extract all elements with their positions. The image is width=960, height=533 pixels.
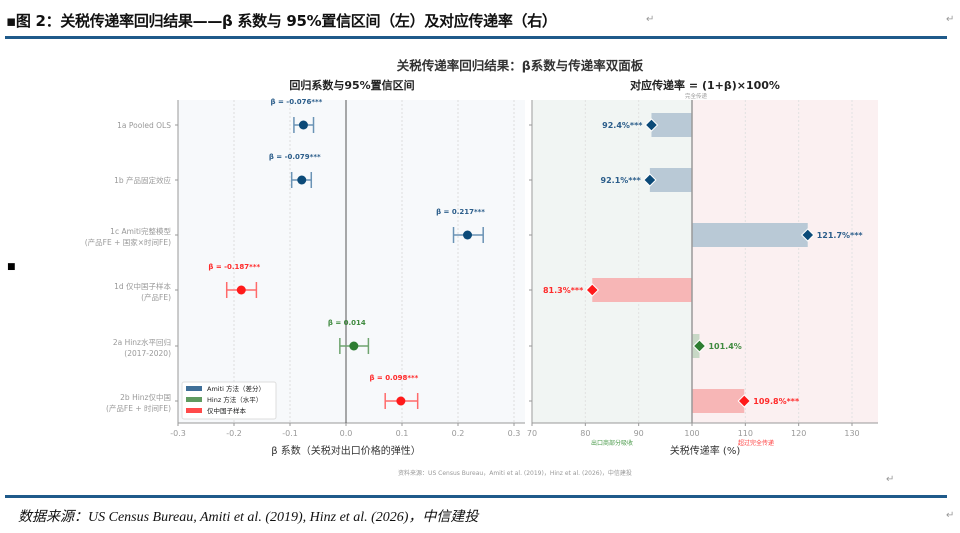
diamond-marker <box>737 394 751 408</box>
x-tick-label: 0.0 <box>340 429 353 438</box>
category-label: 2a Hinz水平回归 <box>113 337 171 347</box>
diamond-marker <box>585 283 599 297</box>
beta-point <box>396 396 406 406</box>
diamond-marker <box>801 228 815 242</box>
left-panel-title: 回归系数与95%置信区间 <box>289 78 414 92</box>
pass-through-label: 121.7%*** <box>817 231 864 240</box>
beta-point <box>298 120 308 130</box>
legend-label: Amiti 方法（差分） <box>207 384 265 393</box>
header-divider <box>5 36 947 39</box>
paragraph-mark-icon: ↵ <box>646 14 655 25</box>
left-plot-background <box>178 100 525 423</box>
beta-point <box>236 285 246 295</box>
category-label: 2b Hinz仅中国 <box>120 392 171 402</box>
pass-through-label: 109.8%*** <box>753 397 800 406</box>
full-pass-through-label: 完全传递 <box>685 92 708 100</box>
category-label: (产品FE + 国家×时间FE) <box>85 237 171 247</box>
legend-swatch <box>186 408 202 413</box>
beta-label: β = -0.076*** <box>271 98 323 106</box>
right-panel: 70 80 90 100 110 120 130 92.4%*** 92.1%*** 121.7%… <box>527 92 878 447</box>
beta-label: β = 0.217*** <box>436 208 485 216</box>
category-label: 1c Amiti完整模型 <box>110 226 171 236</box>
x-tick-label: 80 <box>580 429 590 438</box>
partial-absorption-region <box>532 100 692 423</box>
legend-swatch <box>186 386 202 391</box>
legend-label: 仅中国子样本 <box>207 406 247 415</box>
pass-through-label: 92.1%*** <box>601 176 642 185</box>
left-x-axis-label: β 系数（关税对出口价格的弹性） <box>271 444 421 457</box>
legend-box <box>181 381 277 420</box>
x-tick-label: 120 <box>791 429 806 438</box>
beta-point <box>463 230 473 240</box>
beta-label: β = -0.187*** <box>208 263 260 271</box>
pass-through-bar <box>692 389 745 413</box>
x-tick-label: 130 <box>844 429 859 438</box>
paragraph-mark-icon: ↵ <box>946 510 955 521</box>
category-label: 1b 产品固定效应 <box>114 175 171 185</box>
right-panel-title: 对应传递率 = (1+β)×100% <box>630 78 780 92</box>
beta-point <box>349 341 359 351</box>
x-tick-label: 100 <box>684 429 699 438</box>
pass-through-label: 81.3%*** <box>543 286 584 295</box>
x-tick-label: -0.3 <box>170 429 186 438</box>
chart-source-note: 资料来源：US Census Bureau，Amiti et al. (2019… <box>398 469 632 477</box>
category-label: (产品FE) <box>141 292 171 302</box>
x-tick-label: 110 <box>738 429 753 438</box>
legend-label: Hinz 方法（水平） <box>207 395 262 404</box>
chart-suptitle: 关税传递率回归结果：β系数与传递率双面板 <box>397 58 644 73</box>
x-tick-label: 0.3 <box>508 429 521 438</box>
x-tick-label: 70 <box>527 429 537 438</box>
pass-through-label: 101.4% <box>708 342 741 351</box>
category-label: (2017-2020) <box>124 349 171 358</box>
footer-divider <box>5 495 947 498</box>
category-label: 1d 仅中国子样本 <box>114 281 171 291</box>
legend: Amiti 方法（差分） Hinz 方法（水平） 仅中国子样本 <box>181 381 277 420</box>
pass-through-bar <box>649 168 692 192</box>
bullet-icon: ■ <box>7 262 16 272</box>
right-x-axis-label: 关税传递率 (%) <box>670 444 741 457</box>
category-label: (产品FE + 时间FE) <box>106 403 171 413</box>
x-tick-label: 0.1 <box>396 429 409 438</box>
diamond-marker <box>692 339 707 353</box>
diamond-marker <box>643 173 657 187</box>
data-source-note: 数据来源：US Census Bureau, Amiti et al. (201… <box>18 510 479 525</box>
pass-through-bar <box>651 113 692 137</box>
pass-through-label: 92.4%*** <box>602 121 643 130</box>
beta-point <box>297 175 307 185</box>
pass-through-bar <box>592 278 692 302</box>
left-panel: -0.3 -0.2 -0.1 0.0 0.1 0.2 0.3 1a Pooled OLS 1b … <box>85 98 525 438</box>
paragraph-mark-icon: ↵ <box>946 14 955 25</box>
pass-through-bar <box>692 223 808 247</box>
paragraph-mark-icon: ↵ <box>886 474 895 485</box>
figure-title: ▪图 2：关税传递率回归结果——β 系数与 95%置信区间（左）及对应传递率（右… <box>6 12 557 30</box>
x-tick-label: 0.2 <box>452 429 465 438</box>
category-label: 1a Pooled OLS <box>117 121 171 130</box>
diamond-marker <box>644 118 659 132</box>
partial-absorption-label: 出口商部分吸收 <box>591 439 633 447</box>
over-pass-through-region <box>692 100 878 423</box>
x-tick-label: 90 <box>634 429 644 438</box>
beta-label: β = -0.079*** <box>269 153 321 161</box>
x-tick-label: -0.2 <box>226 429 242 438</box>
over-pass-through-label: 超过完全传递 <box>738 439 774 447</box>
legend-swatch <box>186 397 202 402</box>
beta-label: β = 0.098*** <box>369 374 418 382</box>
x-tick-label: -0.1 <box>282 429 298 438</box>
beta-label: β = 0.014 <box>328 319 366 327</box>
